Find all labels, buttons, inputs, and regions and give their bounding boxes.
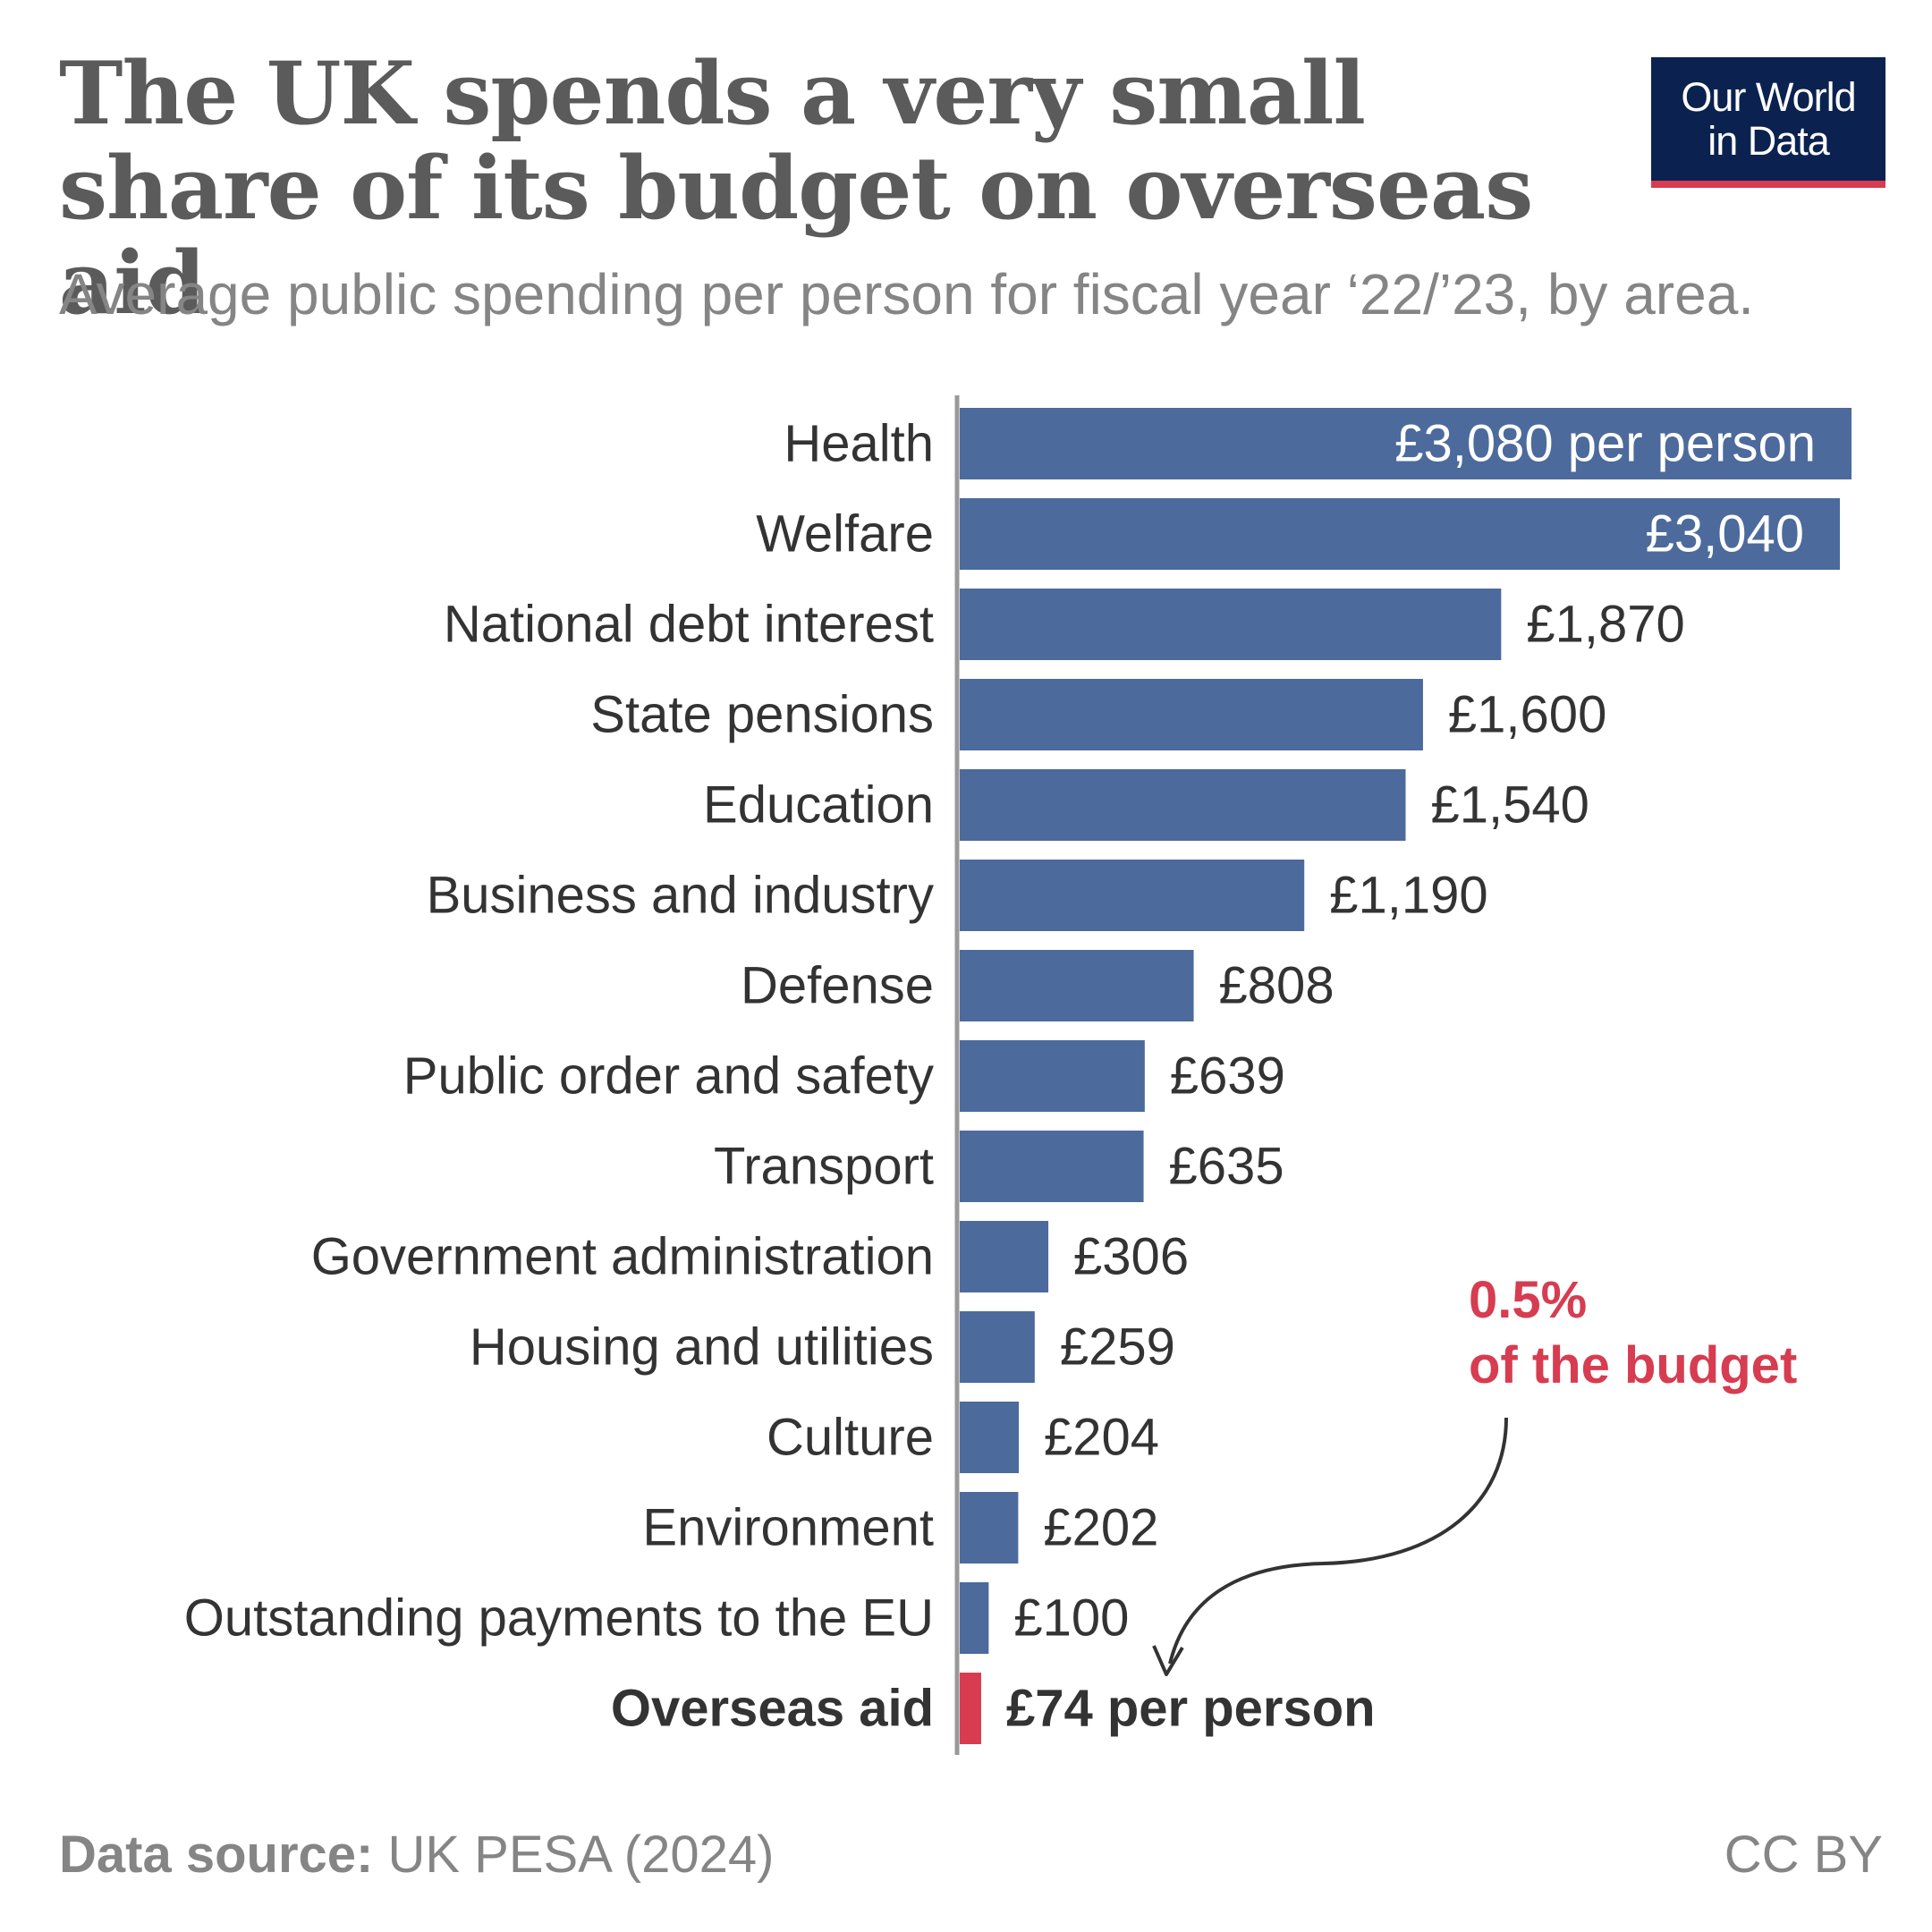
- bar-government-administration[interactable]: [960, 1221, 1049, 1292]
- bar-environment[interactable]: [960, 1492, 1019, 1563]
- chart-subtitle: Average public spending per person for f…: [59, 262, 1755, 326]
- category-label-overseas-aid: Overseas aid: [611, 1680, 934, 1738]
- value-label-public-order-and-safety: £639: [1170, 1047, 1285, 1106]
- annotation-arrow: [1168, 1417, 1508, 1665]
- value-label-welfare: £3,040: [1646, 505, 1804, 564]
- value-label-housing-and-utilities: £259: [1060, 1318, 1175, 1377]
- category-label-housing-and-utilities: Housing and utilities: [470, 1318, 934, 1377]
- bar-outstanding-payments-to-the-eu[interactable]: [960, 1582, 989, 1654]
- bars-layer: Health £3,080 per person Welfare £3,040 Nati…: [184, 408, 1852, 1744]
- bar-culture[interactable]: [960, 1402, 1020, 1473]
- value-label-transport: £635: [1169, 1138, 1284, 1196]
- value-label-overseas-aid: £74 per person: [1006, 1680, 1376, 1738]
- bar-business-and-industry[interactable]: [960, 860, 1305, 931]
- category-label-health: Health: [784, 415, 934, 473]
- category-label-national-debt-interest: National debt interest: [444, 596, 934, 654]
- category-label-education: Education: [703, 776, 934, 835]
- category-label-defense: Defense: [741, 957, 934, 1015]
- bar-welfare[interactable]: [960, 498, 1841, 570]
- logo-line-2: in Data: [1707, 118, 1830, 164]
- category-label-welfare: Welfare: [756, 505, 934, 564]
- value-label-health: £3,080 per person: [1394, 415, 1816, 473]
- data-source: Data source: UK PESA (2024): [59, 1825, 774, 1885]
- value-label-education: £1,540: [1431, 776, 1589, 835]
- value-label-outstanding-payments-to-the-eu: £100: [1013, 1589, 1129, 1648]
- value-label-defense: £808: [1219, 957, 1335, 1015]
- category-label-business-and-industry: Business and industry: [427, 867, 934, 925]
- annotation-arrowhead: [1152, 1645, 1184, 1676]
- value-label-state-pensions: £1,600: [1448, 686, 1606, 744]
- bar-transport[interactable]: [960, 1131, 1144, 1202]
- value-label-business-and-industry: £1,190: [1329, 867, 1487, 925]
- bar-defense[interactable]: [960, 950, 1194, 1021]
- category-label-government-administration: Government administration: [311, 1228, 934, 1286]
- value-label-environment: £202: [1043, 1499, 1158, 1557]
- logo-line-1: Our World: [1681, 74, 1856, 120]
- data-source-value[interactable]: UK PESA (2024): [387, 1826, 775, 1884]
- bar-state-pensions[interactable]: [960, 679, 1423, 750]
- value-label-government-administration: £306: [1073, 1228, 1189, 1286]
- category-label-transport: Transport: [714, 1138, 934, 1196]
- bar-national-debt-interest[interactable]: [960, 589, 1502, 660]
- category-label-outstanding-payments-to-the-eu: Outstanding payments to the EU: [184, 1589, 934, 1648]
- bar-public-order-and-safety[interactable]: [960, 1040, 1145, 1112]
- annotation-percent: 0.5%: [1469, 1271, 1587, 1329]
- owid-logo[interactable]: Our World in Data: [1651, 57, 1885, 188]
- bar-overseas-aid[interactable]: [960, 1673, 981, 1744]
- value-label-national-debt-interest: £1,870: [1526, 596, 1684, 654]
- category-label-public-order-and-safety: Public order and safety: [403, 1047, 934, 1106]
- budget-annotation: 0.5% of the budget: [1152, 1271, 1797, 1676]
- data-source-label: Data source:: [59, 1826, 374, 1884]
- license-link[interactable]: CC BY: [1724, 1826, 1883, 1884]
- bar-housing-and-utilities[interactable]: [960, 1311, 1035, 1383]
- category-label-state-pensions: State pensions: [590, 686, 934, 744]
- chart-title: The UK spends a very small share of its …: [59, 43, 1533, 334]
- bar-health[interactable]: [960, 408, 1852, 479]
- value-label-culture: £204: [1044, 1409, 1159, 1467]
- bar-education[interactable]: [960, 769, 1406, 841]
- category-label-environment: Environment: [642, 1499, 934, 1557]
- category-label-culture: Culture: [767, 1409, 934, 1467]
- annotation-text: of the budget: [1469, 1336, 1797, 1394]
